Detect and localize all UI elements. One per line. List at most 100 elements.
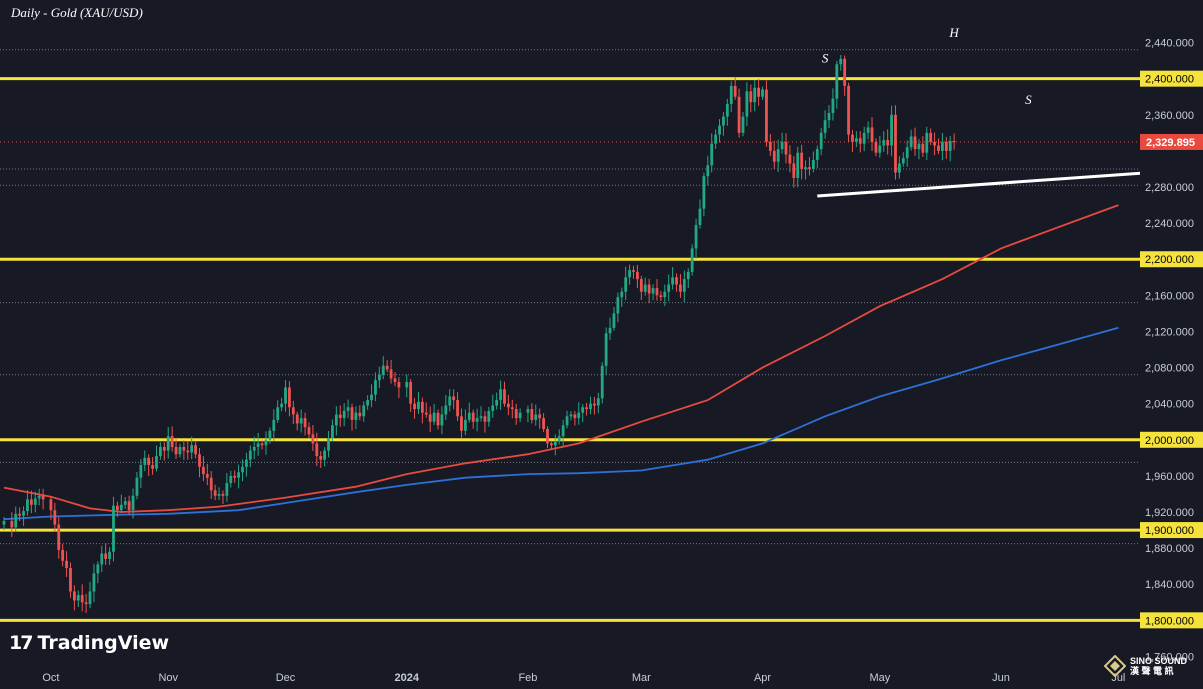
candle	[491, 394, 495, 418]
candle	[311, 425, 315, 451]
candle	[581, 404, 585, 423]
candle-body	[858, 138, 862, 144]
candle-body	[245, 459, 248, 467]
candle-body	[655, 288, 659, 296]
price-tick-label: 1,760.000	[1145, 651, 1194, 663]
candle	[487, 406, 491, 427]
candle	[299, 409, 303, 433]
candle	[397, 377, 401, 399]
time-axis[interactable]: Oct Nov Dec 2024 Feb Mar Apr May Jun Jul	[42, 672, 1125, 684]
candle	[506, 394, 510, 416]
candle-body	[448, 396, 452, 406]
candle	[745, 82, 749, 126]
candle	[463, 409, 467, 436]
candle	[733, 77, 737, 100]
candle	[405, 374, 409, 398]
price-tick-label: 1,800.000	[1145, 615, 1194, 627]
candle-body	[53, 510, 57, 525]
candle-body	[424, 412, 428, 415]
candle-body	[542, 418, 545, 429]
candle	[901, 152, 905, 167]
candle	[327, 430, 330, 458]
candle	[268, 427, 272, 444]
candle-body	[268, 430, 272, 440]
candle-body	[589, 403, 592, 410]
candle	[479, 406, 483, 422]
candle	[722, 112, 725, 136]
price-level-badge	[1140, 70, 1203, 87]
candle	[96, 561, 100, 584]
candle	[843, 55, 847, 96]
candle-body	[217, 493, 221, 496]
candle	[671, 267, 675, 290]
price-tick-label: 2,360.000	[1145, 110, 1194, 122]
candle-body	[733, 85, 737, 97]
time-tick-label: Oct	[42, 672, 59, 684]
candle	[213, 484, 217, 501]
candle	[937, 138, 940, 155]
candle-body	[33, 498, 37, 505]
candle	[628, 264, 631, 285]
candle	[291, 400, 295, 425]
tradingview-logo[interactable]: 17 TradingView	[9, 632, 169, 654]
candle-body	[135, 477, 139, 496]
candle	[612, 306, 616, 331]
candle	[413, 398, 416, 419]
candle-body	[546, 428, 549, 444]
candle-body	[702, 176, 706, 209]
candle	[393, 371, 397, 387]
candle-body	[256, 443, 260, 448]
candle-body	[671, 277, 675, 285]
candle-body	[557, 436, 561, 442]
price-axis[interactable]: 1,760.000 1,800.000 1,840.000 1,880.000 1,90…	[1140, 0, 1203, 689]
candle-body	[182, 447, 186, 451]
candle	[921, 136, 925, 157]
candle	[890, 105, 893, 157]
candle-body	[155, 456, 158, 469]
candle	[550, 440, 553, 450]
candle-body	[483, 416, 487, 422]
candle	[882, 131, 886, 152]
candle-body	[725, 103, 729, 117]
price-tick-label: 2,080.000	[1145, 363, 1194, 375]
candle-body	[796, 152, 800, 178]
candle-body	[159, 447, 162, 457]
candle	[159, 442, 162, 460]
candle	[499, 380, 502, 410]
candle-body	[225, 483, 229, 496]
candle-body	[88, 591, 92, 605]
candle-body	[878, 145, 882, 153]
candle-body	[788, 154, 792, 164]
candle-body	[815, 149, 819, 160]
candle	[115, 501, 119, 517]
candle	[561, 419, 565, 447]
candle	[870, 117, 874, 152]
price-axis-background	[1140, 0, 1203, 689]
candle-body	[577, 412, 581, 419]
candle-body	[315, 443, 319, 457]
candle-body	[233, 475, 237, 478]
candle-body	[886, 140, 890, 146]
candle	[377, 366, 381, 388]
candle	[385, 360, 389, 373]
candle	[866, 121, 870, 140]
candle	[295, 411, 299, 431]
candle-body	[323, 450, 327, 460]
candle	[772, 140, 776, 169]
candle	[780, 132, 784, 154]
candle-body	[221, 493, 225, 496]
candle	[174, 439, 178, 459]
candle-body	[694, 224, 698, 249]
last-price-label: 2,329.895	[1146, 137, 1195, 149]
candle-body	[229, 475, 233, 484]
candle-body	[96, 564, 100, 574]
candle-body	[827, 112, 831, 121]
time-tick-label: Nov	[158, 672, 178, 684]
price-tick-label: 2,040.000	[1145, 399, 1194, 411]
candle	[811, 151, 815, 173]
candle	[948, 136, 952, 162]
candle-body	[127, 501, 131, 511]
candle-body	[901, 158, 905, 164]
candle-body	[397, 382, 401, 388]
